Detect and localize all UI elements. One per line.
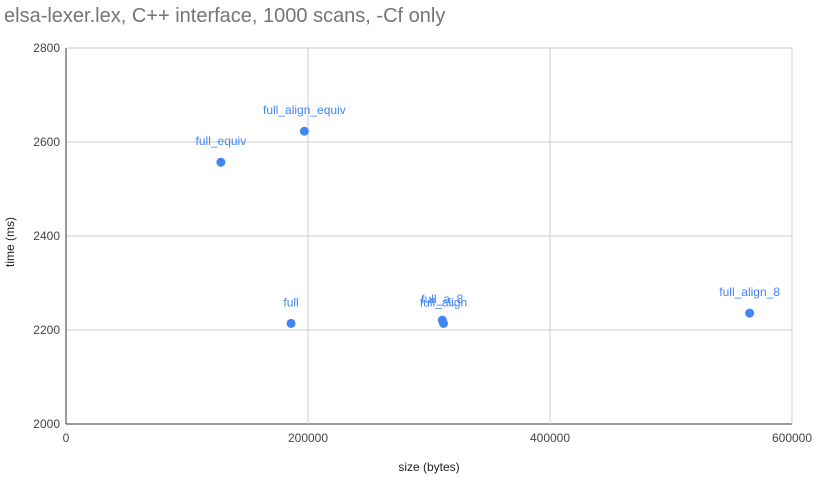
x-axis-label: size (bytes)	[398, 460, 459, 474]
x-tick-label: 400000	[530, 431, 570, 445]
y-axis-ticks: 2000 2200 2400 2600 2800	[33, 41, 60, 431]
y-tick-label: 2200	[33, 323, 60, 337]
x-tick-label: 200000	[288, 431, 328, 445]
point-label: full_align_8	[719, 285, 780, 299]
point-label: full_align	[420, 295, 467, 309]
point-label: full_a_8	[421, 292, 463, 306]
y-axis-label: time (ms)	[3, 217, 17, 267]
data-points	[216, 126, 755, 328]
x-axis-ticks: 0 200000 400000 600000	[63, 431, 813, 445]
scatter-point	[299, 126, 309, 136]
scatter-point	[745, 308, 755, 318]
y-tick-label: 2400	[33, 229, 60, 243]
y-tick-label: 2800	[33, 41, 60, 55]
grid	[65, 47, 793, 425]
scatter-point	[216, 157, 226, 167]
point-label: full	[283, 295, 298, 309]
point-label: full_equiv	[196, 134, 247, 148]
scatter-point	[437, 315, 447, 325]
y-tick-label: 2600	[33, 135, 60, 149]
point-label: full_align_equiv	[263, 103, 346, 117]
y-tick-label: 2000	[33, 417, 60, 431]
scatter-point	[286, 318, 296, 328]
x-tick-label: 600000	[772, 431, 812, 445]
chart-title: elsa-lexer.lex, C++ interface, 1000 scan…	[4, 5, 445, 27]
x-tick-label: 0	[63, 431, 70, 445]
